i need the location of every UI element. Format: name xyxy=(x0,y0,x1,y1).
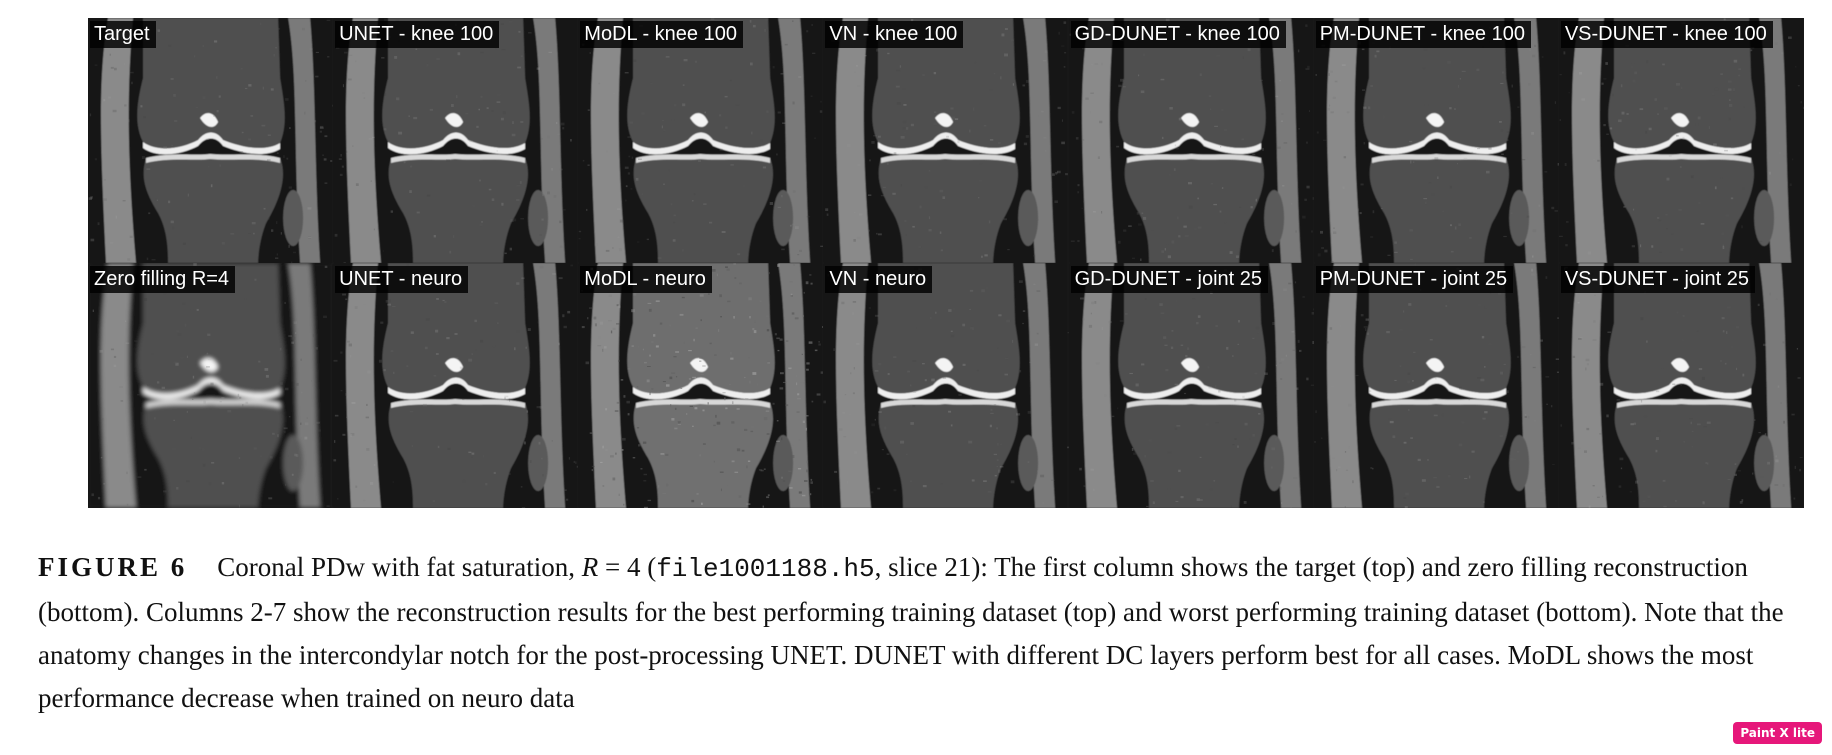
panel-vn-neuro: VN - neuro xyxy=(823,263,1069,508)
figure-caption: FIGURE 6 Coronal PDw with fat saturation,… xyxy=(38,546,1820,720)
knee-mri-image xyxy=(1558,263,1804,508)
panel-vn-knee: VN - knee 100 xyxy=(823,18,1069,263)
panel-modl-neuro: MoDL - neuro xyxy=(578,263,824,508)
caption-math-eq: = 4 ( xyxy=(598,552,657,582)
panel-label: PM-DUNET - knee 100 xyxy=(1315,21,1531,48)
knee-mri-image xyxy=(1313,18,1559,263)
knee-mri-image xyxy=(333,18,579,263)
panel-label: MoDL - neuro xyxy=(580,266,712,293)
caption-filename: file1001188.h5 xyxy=(656,554,875,584)
panel-modl-knee: MoDL - knee 100 xyxy=(578,18,824,263)
mri-texture xyxy=(1558,18,1804,255)
panel-label: VS-DUNET - joint 25 xyxy=(1560,266,1755,293)
panel-gd-dunet-knee: GD-DUNET - knee 100 xyxy=(1068,18,1314,263)
caption-math-var: R xyxy=(581,552,599,582)
panel-vs-dunet-knee: VS-DUNET - knee 100 xyxy=(1558,18,1804,263)
mri-texture xyxy=(1560,266,1803,508)
mri-figure-grid: Target UNET - knee 100 MoDL - knee 100 V… xyxy=(88,18,1804,508)
knee-mri-image xyxy=(88,263,334,508)
caption-text-part2: , slice 21): The first column shows the … xyxy=(38,552,1784,713)
panel-unet-neuro: UNET - neuro xyxy=(333,263,579,508)
mri-texture xyxy=(823,265,1069,506)
panel-label: MoDL - knee 100 xyxy=(580,21,743,48)
knee-mri-image xyxy=(823,263,1069,508)
panel-label: VN - knee 100 xyxy=(825,21,964,48)
panel-label: UNET - neuro xyxy=(335,266,469,293)
panel-pm-dunet-joint: PM-DUNET - joint 25 xyxy=(1313,263,1559,508)
mri-texture xyxy=(578,18,824,263)
caption-text-part1: Coronal PDw with fat saturation, xyxy=(217,552,582,582)
panel-label: VS-DUNET - knee 100 xyxy=(1560,21,1773,48)
panel-label: GD-DUNET - joint 25 xyxy=(1070,266,1269,293)
knee-mri-image xyxy=(1558,18,1804,263)
knee-mri-image xyxy=(88,18,334,263)
panel-label: Zero filling R=4 xyxy=(90,266,236,293)
knee-mri-image xyxy=(578,18,824,263)
mri-texture xyxy=(88,19,334,263)
paint-x-lite-badge: Paint X lite xyxy=(1733,722,1822,744)
panel-label: VN - neuro xyxy=(825,266,933,293)
panel-label: PM-DUNET - joint 25 xyxy=(1315,266,1514,293)
knee-mri-image xyxy=(333,263,579,508)
panel-pm-dunet-knee: PM-DUNET - knee 100 xyxy=(1313,18,1559,263)
panel-label: UNET - knee 100 xyxy=(335,21,500,48)
panel-gd-dunet-joint: GD-DUNET - joint 25 xyxy=(1068,263,1314,508)
knee-mri-image xyxy=(1068,18,1314,263)
knee-mri-image xyxy=(1068,263,1314,508)
mri-texture xyxy=(1078,269,1314,508)
panel-unet-knee: UNET - knee 100 xyxy=(333,18,579,263)
panel-label: Target xyxy=(90,21,156,48)
panel-vs-dunet-joint: VS-DUNET - joint 25 xyxy=(1558,263,1804,508)
panel-label: GD-DUNET - knee 100 xyxy=(1070,21,1286,48)
panel-zero-filling: Zero filling R=4 xyxy=(88,263,334,508)
knee-mri-image xyxy=(823,18,1069,263)
figure-label: FIGURE 6 xyxy=(38,552,188,582)
mri-texture xyxy=(581,263,824,508)
knee-mri-image xyxy=(578,263,824,508)
panel-target: Target xyxy=(88,18,334,263)
knee-mri-image xyxy=(1313,263,1559,508)
